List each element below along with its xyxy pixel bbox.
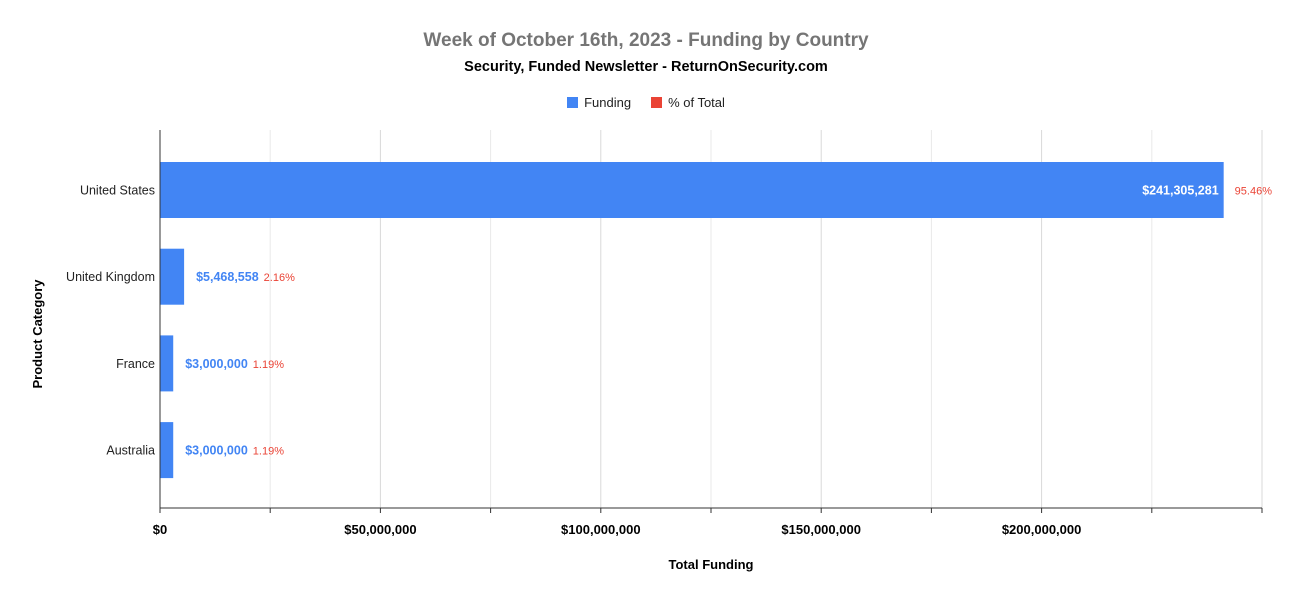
y-tick-label: United Kingdom — [66, 270, 155, 284]
y-tick-label: France — [116, 357, 155, 371]
data-label-funding: $5,468,558 — [196, 270, 259, 284]
y-tick-label: United States — [80, 184, 155, 198]
legend-item-percent[interactable]: % of Total — [651, 95, 725, 110]
y-tick-label: Australia — [106, 444, 155, 458]
data-label-funding: $241,305,281 — [1142, 184, 1219, 198]
label-layer: United States $241,305,281 95.46% United Ki… — [66, 184, 1272, 458]
data-label-percent: 1.19% — [253, 359, 284, 371]
data-label-percent: 2.16% — [264, 272, 295, 284]
legend: Funding % of Total — [0, 95, 1292, 110]
chart-title: Week of October 16th, 2023 - Funding by … — [423, 30, 869, 51]
data-label-funding: $3,000,000 — [185, 357, 248, 371]
x-tick-label: $50,000,000 — [344, 522, 416, 537]
axis-layer: $0 $50,000,000 $100,000,000 $150,000,000 $20… — [153, 130, 1263, 537]
bar-funding[interactable] — [160, 335, 174, 392]
legend-item-funding[interactable]: Funding — [567, 95, 631, 110]
x-axis-title: Total Funding — [669, 557, 754, 572]
bar-layer — [160, 162, 1224, 479]
data-label-percent: 95.46% — [1235, 186, 1273, 198]
legend-label-funding: Funding — [584, 95, 632, 110]
x-tick-label: $100,000,000 — [561, 522, 641, 537]
x-tick-label: $150,000,000 — [781, 522, 861, 537]
legend-swatch-percent — [651, 97, 663, 108]
chart-subtitle: Security, Funded Newsletter - ReturnOnSe… — [464, 59, 828, 75]
bar-funding[interactable] — [160, 422, 174, 479]
legend-label-percent: % of Total — [668, 95, 725, 110]
data-label-percent: 1.19% — [253, 446, 284, 458]
legend-swatch-funding — [567, 97, 579, 108]
x-tick-label: $200,000,000 — [1002, 522, 1082, 537]
x-tick-label: $0 — [153, 522, 167, 537]
y-axis-title: Product Category — [30, 279, 45, 389]
bar-funding[interactable] — [160, 248, 185, 305]
bar-funding[interactable] — [160, 162, 1224, 218]
data-label-funding: $3,000,000 — [185, 444, 248, 458]
